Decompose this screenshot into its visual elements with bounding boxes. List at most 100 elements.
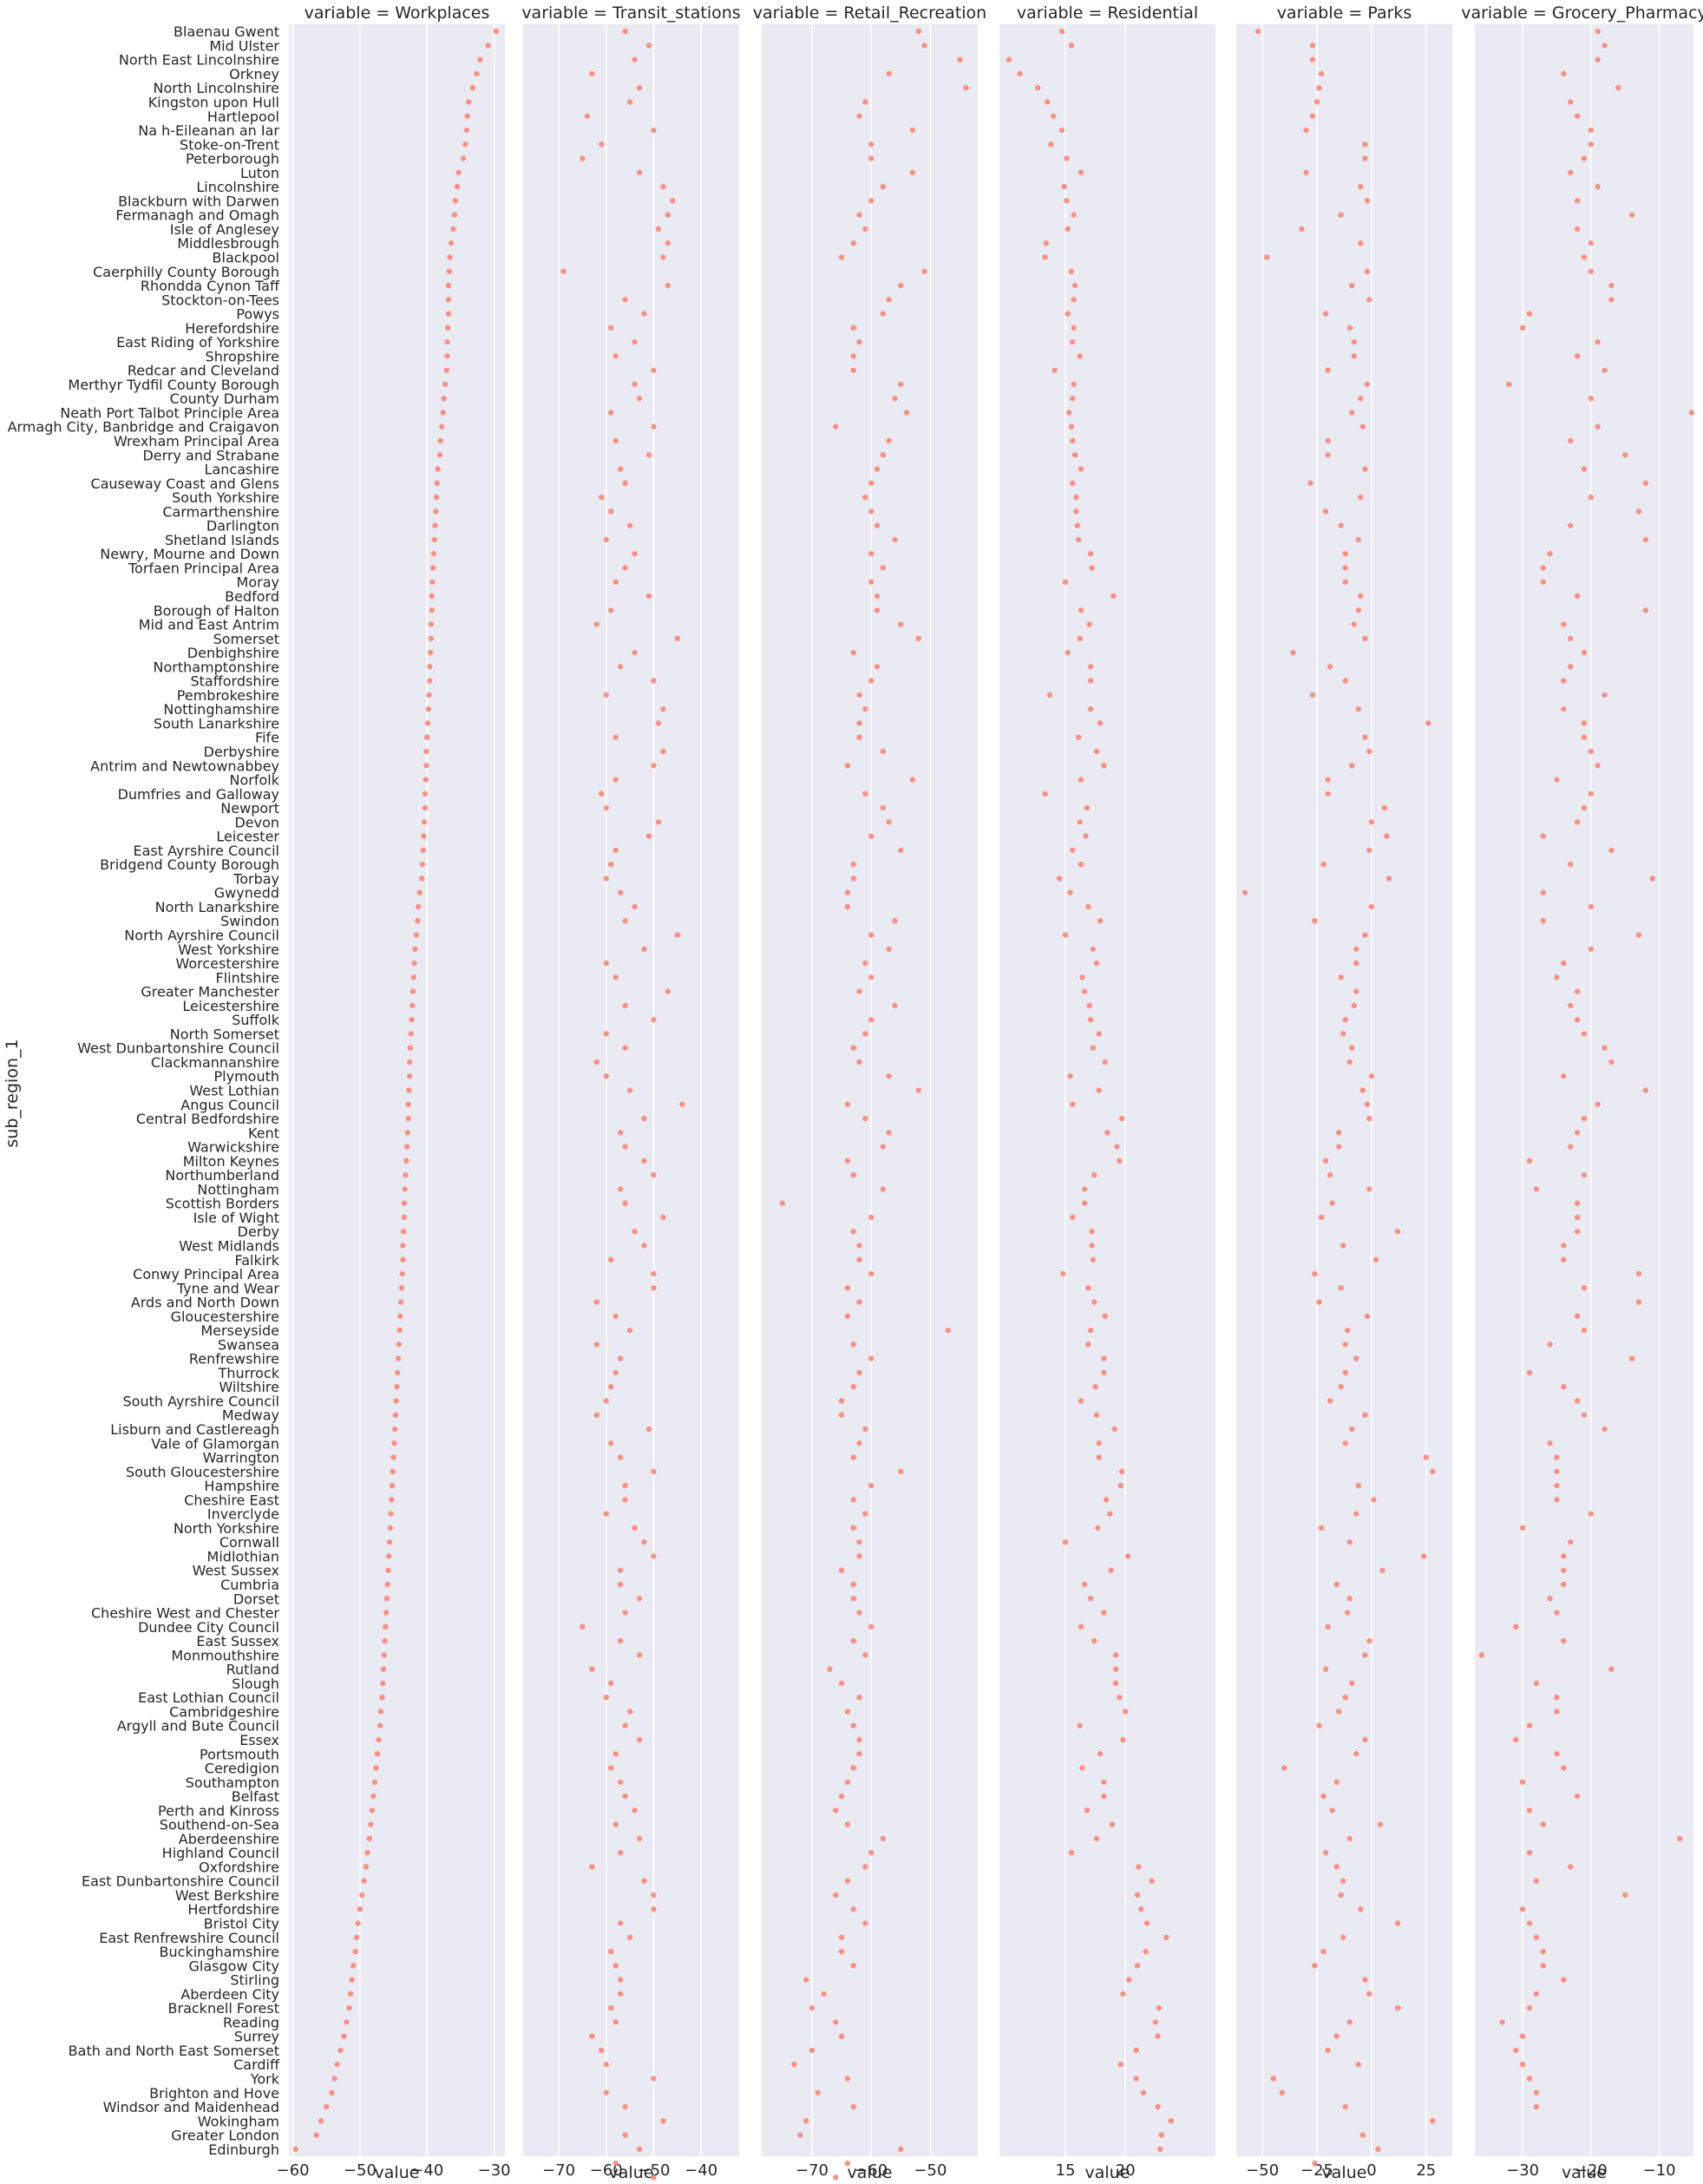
y-tick-label: Armagh City, Banbridge and Craigavon: [8, 419, 279, 436]
x-tick-label: −30: [478, 2161, 511, 2180]
data-point: [1526, 2004, 1533, 2011]
data-point: [838, 2033, 845, 2039]
y-tick-label: Blackburn with Darwen: [118, 193, 279, 209]
data-point: [361, 1878, 367, 1884]
data-point: [463, 127, 470, 134]
data-point: [1526, 311, 1533, 317]
data-point: [415, 918, 421, 924]
data-point: [383, 1596, 390, 1602]
data-point: [862, 790, 868, 797]
y-tick-label: Clackmannanshire: [151, 1054, 279, 1071]
y-tick-label: Dundee City Council: [138, 1619, 279, 1636]
y-tick-label: Kingston upon Hull: [148, 94, 279, 110]
data-point: [617, 1567, 624, 1573]
data-point: [347, 1991, 354, 1997]
data-point: [1349, 282, 1355, 289]
data-point: [1133, 2076, 1139, 2082]
data-point: [357, 1906, 364, 1912]
y-tick-label: Plymouth: [214, 1068, 280, 1085]
data-point: [1371, 1497, 1377, 1503]
data-point: [399, 1270, 405, 1277]
data-point: [397, 1313, 403, 1320]
y-tick-label: Cardiff: [233, 2056, 280, 2073]
data-point: [1359, 423, 1366, 430]
data-point: [1513, 1736, 1519, 1743]
data-point: [1561, 1977, 1567, 1983]
data-point: [1114, 1144, 1120, 1150]
data-point: [850, 1045, 856, 1051]
y-tick-label: Tyne and Wear: [176, 1280, 280, 1296]
data-point: [622, 565, 628, 571]
data-point: [1035, 85, 1041, 91]
data-point: [368, 1821, 374, 1827]
data-point: [1574, 988, 1581, 994]
data-point: [493, 28, 500, 35]
data-point: [445, 325, 451, 331]
data-point: [655, 226, 662, 233]
data-point: [651, 1553, 657, 1559]
data-point: [389, 1497, 395, 1503]
data-point: [1581, 466, 1588, 472]
data-point: [1526, 1722, 1533, 1728]
data-point: [617, 1991, 624, 1997]
data-point: [612, 1313, 619, 1320]
data-point: [1064, 649, 1071, 656]
y-tick-label: Portsmouth: [200, 1746, 279, 1762]
data-point: [1540, 833, 1546, 839]
y-tick-label: East Lothian Council: [138, 1689, 279, 1706]
y-tick-label: East Dunbartonshire Council: [82, 1873, 279, 1890]
data-point: [868, 974, 874, 981]
y-tick-label: Hampshire: [204, 1478, 279, 1494]
data-point: [651, 1171, 657, 1178]
data-point: [1615, 85, 1621, 91]
facet-title: variable = Workplaces: [305, 3, 490, 23]
data-point: [856, 113, 862, 119]
data-point: [1112, 1680, 1119, 1687]
facet-title: variable = Residential: [1017, 3, 1198, 23]
data-point: [599, 141, 605, 148]
data-point: [1270, 2076, 1276, 2082]
data-point: [1574, 1130, 1581, 1136]
data-point: [584, 113, 591, 119]
data-point: [1601, 367, 1608, 373]
data-point: [1340, 1934, 1346, 1940]
data-point: [679, 1101, 685, 1107]
x-axis-label: value: [1562, 2163, 1607, 2182]
data-point: [868, 932, 874, 938]
data-point: [1366, 1991, 1372, 1997]
data-point: [603, 536, 609, 543]
data-point: [1005, 56, 1012, 62]
data-point: [1064, 198, 1070, 204]
data-point: [1526, 2076, 1533, 2082]
data-point: [1342, 1440, 1348, 1446]
y-tick-label: Vale of Glamorgan: [151, 1435, 279, 1452]
data-point: [445, 282, 452, 289]
data-point: [850, 1596, 856, 1602]
data-point: [364, 1849, 370, 1856]
facet-title: variable = Retail_Recreation: [753, 3, 986, 23]
data-point: [1362, 155, 1368, 161]
y-tick-label: Hartlepool: [207, 108, 279, 125]
data-point: [1070, 1101, 1076, 1107]
data-point: [1096, 1087, 1103, 1093]
data-point: [862, 1115, 868, 1122]
data-point: [390, 1468, 396, 1475]
data-point: [369, 1807, 376, 1813]
data-point: [617, 1355, 624, 1361]
data-point: [612, 1751, 619, 1757]
data-point: [850, 1497, 856, 1503]
data-point: [921, 268, 927, 274]
data-point: [844, 889, 851, 895]
data-point: [651, 1468, 657, 1475]
data-point: [945, 1327, 952, 1334]
data-point: [1084, 1807, 1091, 1813]
data-point: [401, 1229, 407, 1235]
data-point: [1155, 2103, 1161, 2110]
y-tick-label: East Sussex: [196, 1633, 279, 1649]
data-point: [1110, 593, 1117, 600]
y-tick-label: Somerset: [213, 631, 279, 647]
data-point: [665, 282, 671, 289]
x-axis-label: value: [848, 2163, 893, 2182]
data-point: [1349, 1045, 1355, 1051]
data-point: [603, 804, 609, 811]
